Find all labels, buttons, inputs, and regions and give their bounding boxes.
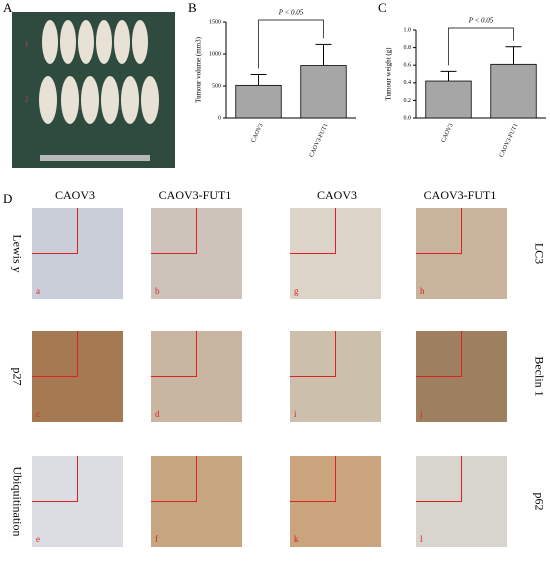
tile-label: f	[155, 534, 158, 544]
row-label: p27	[10, 368, 24, 386]
tile-label: a	[36, 286, 40, 296]
panel-label: C	[378, 0, 387, 15]
tile-label: c	[36, 409, 40, 419]
significance-bracket	[258, 19, 324, 69]
inset-border	[151, 456, 197, 502]
inset-border	[32, 331, 78, 377]
tile-label: e	[36, 534, 40, 544]
row-label: p62	[532, 493, 546, 511]
tile-label: j	[419, 409, 423, 419]
x-tick-label: CAOV3-FUT1	[309, 123, 330, 158]
tile-label: g	[294, 286, 299, 296]
tile-label: k	[294, 534, 299, 544]
mice	[39, 20, 159, 124]
inset-border	[290, 208, 336, 254]
y-tick-label: 1000	[209, 51, 221, 57]
tile-label: i	[294, 409, 297, 419]
y-tick-label: 500	[212, 83, 221, 89]
x-tick-label: CAOV3-FUT1	[499, 123, 520, 158]
column-header: CAOV3	[317, 188, 357, 202]
panel-label: D	[3, 191, 12, 206]
inset-border	[32, 456, 78, 502]
y-axis-label: Tumour volume (mm3)	[195, 36, 203, 103]
inset-border	[151, 331, 197, 377]
tile-label: b	[155, 286, 160, 296]
panel-label: A	[3, 0, 13, 15]
tile-label: l	[420, 534, 423, 544]
y-tick-label: 0.0	[404, 115, 412, 121]
row-label: Ubiquitination	[10, 467, 24, 537]
y-tick-label: 0.4	[404, 80, 412, 86]
inset-border	[416, 456, 462, 502]
y-tick-label: 0.2	[404, 98, 412, 104]
bar	[490, 63, 537, 119]
bar	[235, 84, 282, 119]
inset-border	[290, 331, 336, 377]
inset-border	[32, 208, 78, 254]
panel-label: B	[188, 0, 197, 15]
x-tick-label: CAOV3	[441, 123, 455, 144]
y-tick-label: 0.6	[404, 63, 412, 69]
inset-border	[416, 331, 462, 377]
y-axis-label: Tumour weight (g)	[385, 47, 393, 101]
y-tick-label: 0	[218, 115, 221, 121]
group-mark: 2	[25, 96, 29, 104]
inset-border	[151, 208, 197, 254]
y-tick-label: 0.8	[404, 45, 412, 51]
group-mark: 1	[25, 41, 29, 49]
y-tick-label: 1500	[209, 19, 221, 25]
tile-label: d	[155, 409, 160, 419]
bar	[300, 65, 347, 119]
row-label: Beclin 1	[532, 356, 546, 396]
annotation: P < 0.05	[468, 17, 494, 25]
column-header: CAOV3-FUT1	[159, 188, 232, 202]
ruler	[40, 155, 150, 161]
column-header: CAOV3	[55, 188, 95, 202]
y-tick-label: 1.0	[404, 27, 412, 33]
inset-border	[416, 208, 462, 254]
row-label: LC3	[532, 243, 546, 264]
tile-label: h	[420, 286, 425, 296]
bar	[425, 80, 472, 119]
column-header: CAOV3-FUT1	[424, 188, 497, 202]
inset-border	[290, 456, 336, 502]
row-label: Lewis y	[10, 234, 24, 272]
significance-bracket	[448, 27, 514, 66]
x-tick-label: CAOV3	[251, 123, 265, 144]
annotation: P < 0.05	[278, 9, 304, 17]
